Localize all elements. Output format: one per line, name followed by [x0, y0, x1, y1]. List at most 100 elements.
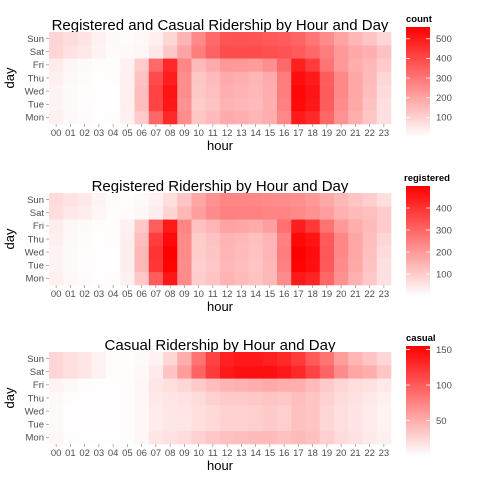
heatmap-chart-2: Casual Ridership by Hour and Day 00 01 02 0… [2, 333, 452, 473]
heatmap-cell [134, 430, 150, 445]
heatmap-cell [134, 219, 150, 233]
heatmap-cell [277, 71, 292, 85]
heatmap-cell [191, 258, 207, 273]
heatmap-cell [362, 352, 378, 366]
heatmap-cell [163, 97, 178, 112]
x-tick-label: 20 [336, 448, 347, 459]
heatmap-cell [177, 71, 192, 85]
heatmap-cell [148, 110, 164, 125]
heatmap-cell [220, 258, 235, 273]
heatmap-cell [77, 97, 93, 112]
heatmap-cell [77, 71, 93, 85]
heatmap-cell [177, 404, 192, 419]
heatmap-cell [177, 391, 192, 405]
heatmap-cell [63, 271, 78, 286]
heatmap-cell [49, 404, 64, 419]
heatmap-cell [376, 417, 392, 432]
heatmap-cell [106, 32, 121, 46]
heatmap-cell [348, 45, 363, 59]
heatmap-cell [77, 45, 93, 59]
x-tick-label: 21 [350, 448, 361, 459]
heatmap-cell [177, 58, 192, 72]
heatmap-cell [234, 206, 249, 220]
heatmap-cell [163, 110, 178, 125]
heatmap-cell [334, 232, 349, 246]
chart-title: Registered and Casual Ridership by Hour … [52, 17, 389, 34]
heatmap-cell [220, 391, 235, 405]
heatmap-cell [277, 391, 292, 405]
x-tick-labels: 00 01 02 03 04 05 06 07 08 09 10 11 12 13 14 15 16 17 18 19… [51, 444, 389, 459]
heatmap-cell [148, 206, 164, 220]
heatmap-cell [362, 97, 378, 112]
heatmap-cell [148, 391, 164, 405]
heatmap-chart-1: Registered Ridership by Hour and Day 00 0… [2, 173, 452, 314]
heatmap-cell [362, 206, 378, 220]
heatmap-cell [376, 430, 392, 445]
heatmap-cell [120, 352, 135, 366]
heatmap-cell [376, 352, 392, 366]
heatmap-cell [77, 32, 93, 46]
heatmap-cell [262, 58, 278, 72]
heatmap-cell [348, 32, 363, 46]
heatmap-cell [376, 84, 392, 99]
heatmap-cell [305, 206, 321, 220]
heatmap-cell [248, 219, 264, 233]
heatmap-cell [291, 391, 306, 405]
heatmap-cell [134, 193, 150, 207]
heatmap-cell [91, 430, 107, 445]
heatmap-cell [163, 391, 178, 405]
x-tick-label: 09 [179, 128, 190, 139]
heatmap-cell [205, 404, 221, 419]
heatmap-cell [205, 58, 221, 72]
x-tick-label: 01 [65, 448, 76, 459]
legend-tick-label: 300 [436, 73, 452, 84]
x-tick-label: 18 [307, 128, 318, 139]
heatmap-cell [291, 232, 306, 246]
heatmap-cell [205, 232, 221, 246]
heatmap-cell [248, 417, 264, 432]
heatmap-cell [376, 71, 392, 85]
heatmap-cell [334, 193, 349, 207]
heatmap-cell [134, 365, 150, 379]
heatmap-cell [120, 219, 135, 233]
heatmap-cell [319, 206, 335, 220]
heatmap-cell [319, 232, 335, 246]
heatmap-cell [177, 430, 192, 445]
x-tick-label: 08 [165, 128, 176, 139]
heatmap-cell [220, 219, 235, 233]
heatmap-cell [49, 71, 64, 85]
heatmap-cell [106, 378, 121, 392]
heatmap-cell [77, 219, 93, 233]
heatmap-cell [376, 271, 392, 286]
heatmap-cell [277, 32, 292, 46]
heatmap-cell [248, 352, 264, 366]
x-tick-label: 14 [250, 128, 261, 139]
x-tick-label: 12 [222, 128, 233, 139]
heatmap-cell [305, 219, 321, 233]
heatmap-cell [334, 404, 349, 419]
heatmap-cell [234, 245, 249, 260]
heatmap-cell [49, 378, 64, 392]
heatmap-cell [220, 378, 235, 392]
heatmap-cell [177, 417, 192, 432]
heatmap-cell [291, 417, 306, 432]
heatmap-cell [348, 206, 363, 220]
legend-tick-label: 400 [436, 54, 452, 65]
heatmap-cell [91, 404, 107, 419]
x-tick-label: 03 [94, 289, 105, 300]
x-tick-label: 19 [322, 289, 333, 300]
heatmap-cell [248, 245, 264, 260]
heatmap-cell [106, 430, 121, 445]
heatmap-cell [148, 32, 164, 46]
heatmap-cell [334, 97, 349, 112]
x-tick-label: 07 [151, 448, 162, 459]
heatmap-cell [106, 245, 121, 260]
y-tick-label: Wed [25, 86, 44, 97]
heatmap-cell [262, 378, 278, 392]
legend-tick-labels: 50 100 150 [406, 345, 452, 427]
heatmap-cell [163, 378, 178, 392]
heatmap-cell [177, 110, 192, 125]
heatmap-cell [319, 378, 335, 392]
heatmap-cell [49, 110, 64, 125]
